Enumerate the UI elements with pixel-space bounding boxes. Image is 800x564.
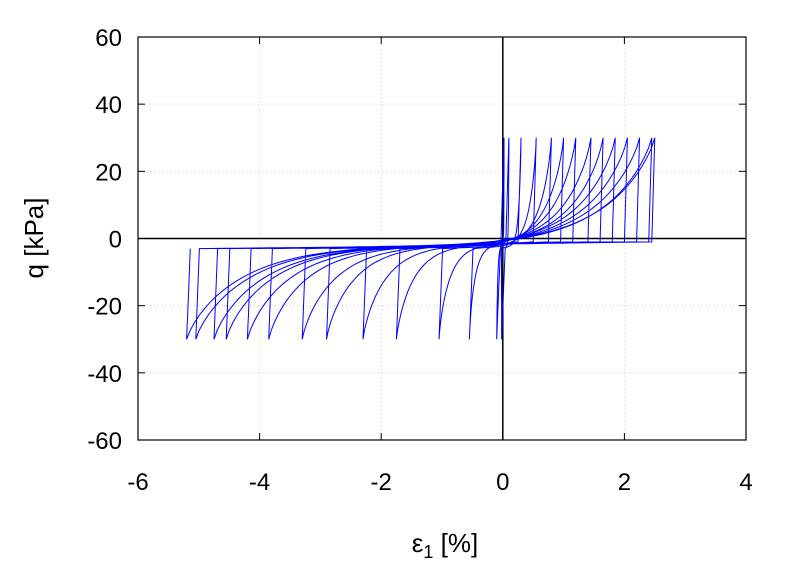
hysteresis-curves (186, 137, 656, 340)
x-axis-label: ε1 [%] (412, 528, 478, 562)
x-axis-label-sub: 1 (423, 542, 433, 562)
y-tick-label: 0 (109, 227, 122, 254)
y-tick-label: -40 (87, 361, 122, 388)
x-tick-label: -6 (127, 469, 148, 496)
y-tick-label: 40 (95, 92, 122, 119)
y-ticks: -60 -40 -20 0 20 40 60 (87, 25, 746, 455)
y-tick-label: 20 (95, 159, 122, 186)
x-tick-label: -4 (249, 469, 270, 496)
x-axis-label-unit: [%] (433, 528, 478, 558)
series-line (186, 137, 656, 340)
y-tick-label: 60 (95, 25, 122, 52)
x-tick-label: 4 (739, 469, 752, 496)
zero-lines (138, 37, 746, 440)
y-tick-label: -20 (87, 294, 122, 321)
x-tick-label: -2 (371, 469, 392, 496)
y-tick-label: -60 (87, 428, 122, 455)
x-ticks: -6 -4 -2 0 2 4 (127, 37, 753, 496)
x-tick-label: 0 (496, 469, 509, 496)
y-axis-label: q [kPa] (19, 198, 49, 279)
x-axis-label-main: ε (412, 528, 424, 558)
x-tick-label: 2 (618, 469, 631, 496)
